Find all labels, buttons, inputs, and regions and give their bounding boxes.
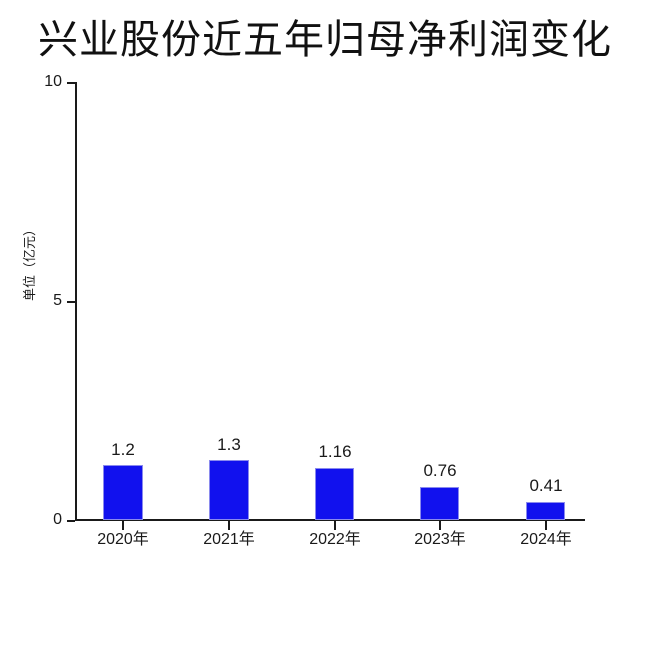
y-tick-mark-0 [67,520,75,522]
x-axis-label-2020: 2020年 [97,531,149,548]
y-axis-title: 单位（亿元） [22,223,37,302]
x-axis-label-2021: 2021年 [203,531,255,548]
y-tick-mark-5 [67,301,75,303]
bar-value-label-2020: 1.2 [111,440,135,459]
x-tick-mark-2020 [122,521,124,530]
bar-2022[interactable] [315,468,354,520]
x-axis-label-2023: 2023年 [414,531,466,548]
x-axis-label-2022: 2022年 [309,531,361,548]
bar-group-2022 [315,82,354,520]
y-axis-line [75,82,77,521]
bar-value-label-2021: 1.3 [217,435,241,454]
y-tick-label-5: 5 [53,292,62,309]
x-axis-line [75,519,585,521]
bar-group-2020 [103,82,143,520]
bar-group-2021 [209,82,249,520]
chart-title: 兴业股份近五年归母净利润变化 [38,18,612,62]
x-tick-mark-2021 [228,521,230,530]
x-tick-mark-2023 [439,521,441,530]
bar-value-label-2024: 0.41 [529,476,563,495]
y-tick-label-0: 0 [53,511,62,528]
x-tick-mark-2022 [334,521,336,530]
bar-2021[interactable] [209,460,249,520]
bar-group-2024 [526,82,565,520]
bar-2023[interactable] [420,487,459,520]
bar-2020[interactable] [103,465,143,520]
x-axis-label-2024: 2024年 [520,531,572,548]
x-tick-mark-2024 [545,521,547,530]
bar-value-label-2022: 1.16 [318,442,352,461]
bar-value-label-2023: 0.76 [423,461,457,480]
bar-2024[interactable] [526,502,565,520]
y-tick-label-10: 10 [44,73,62,90]
y-tick-mark-10 [67,82,75,84]
bar-group-2023 [420,82,459,520]
